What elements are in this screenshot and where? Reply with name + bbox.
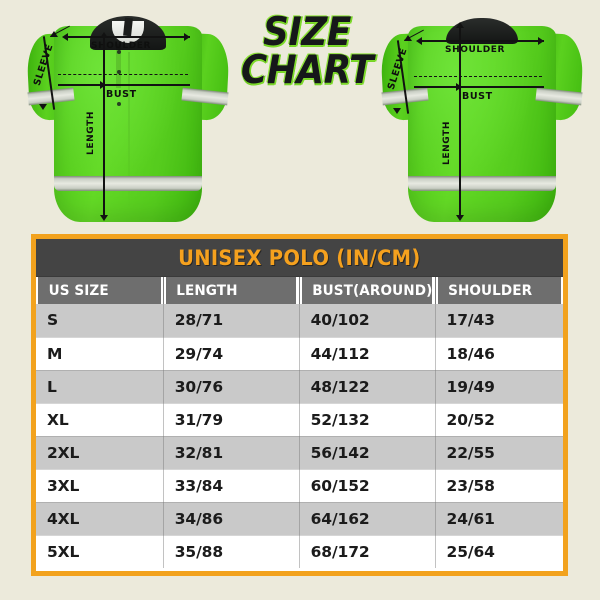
- reflective-band-hem: [408, 176, 556, 191]
- cell-length: 29/74: [163, 337, 300, 371]
- cell-length: 33/84: [163, 469, 300, 503]
- table-body: S 28/71 40/102 17/43 M 29/74 44/112 18/46 L 30/76…: [36, 304, 563, 568]
- cell-us-size: S: [36, 304, 164, 338]
- shirt-torso: [54, 26, 202, 222]
- polo-shirt-front-view: SHOULDER BUST LENGTH SLEEVE: [25, 8, 231, 226]
- button-placket: [116, 44, 121, 88]
- cell-us-size: M: [36, 337, 164, 371]
- size-chart-table: US SIZE LENGTH BUST(AROUND) SHOULDER S 28…: [36, 277, 563, 568]
- cell-shoulder: 19/49: [435, 370, 563, 404]
- table-row: XL 31/79 52/132 20/52: [36, 403, 563, 437]
- cell-shoulder: 17/43: [435, 304, 563, 338]
- table-row: S 28/71 40/102 17/43: [36, 304, 563, 338]
- table-row: 3XL 33/84 60/152 23/58: [36, 469, 563, 503]
- column-header-us-size: US SIZE: [37, 277, 162, 304]
- polo-shirt-back-view: SHOULDER BUST LENGTH SLEEVE: [379, 8, 585, 226]
- table-header-row: US SIZE LENGTH BUST(AROUND) SHOULDER: [36, 277, 563, 304]
- collar-outer: [446, 18, 518, 44]
- cell-us-size: 2XL: [36, 436, 164, 470]
- size-chart-table-container: UNISEX POLO (IN/CM) US SIZE LENGTH BUST(…: [31, 234, 568, 576]
- cell-length: 31/79: [163, 403, 300, 437]
- cell-bust: 64/162: [299, 502, 436, 536]
- reflective-band-hem: [54, 176, 202, 191]
- button-dot: [117, 50, 121, 54]
- page-title-line-1: SIZE: [263, 10, 351, 55]
- center-crease: [128, 52, 130, 212]
- column-header-length: LENGTH: [165, 277, 298, 304]
- cell-us-size: XL: [36, 403, 164, 437]
- button-dot: [117, 102, 121, 106]
- page-title: SIZE CHART: [229, 13, 385, 93]
- cell-shoulder: 20/52: [435, 403, 563, 437]
- cell-us-size: 4XL: [36, 502, 164, 536]
- cell-bust: 52/132: [299, 403, 436, 437]
- table-header: US SIZE LENGTH BUST(AROUND) SHOULDER: [36, 277, 563, 304]
- page-title-line-2: CHART: [240, 47, 374, 93]
- table-row: 2XL 32/81 56/142 22/55: [36, 436, 563, 470]
- button-dot: [117, 70, 121, 74]
- table-row: L 30/76 48/122 19/49: [36, 370, 563, 404]
- cell-us-size: 5XL: [36, 535, 164, 568]
- cell-length: 35/88: [163, 535, 300, 568]
- cell-bust: 40/102: [299, 304, 436, 338]
- cell-shoulder: 18/46: [435, 337, 563, 371]
- cell-bust: 44/112: [299, 337, 436, 371]
- cell-us-size: 3XL: [36, 469, 164, 503]
- cell-us-size: L: [36, 370, 164, 404]
- cell-bust: 68/172: [299, 535, 436, 568]
- table-title-text: UNISEX POLO (IN/CM): [178, 245, 421, 270]
- cell-length: 28/71: [163, 304, 300, 338]
- garment-illustration-area: SIZE CHART SHOULDER: [0, 0, 600, 232]
- table-row: 5XL 35/88 68/172 25/64: [36, 535, 563, 568]
- cell-length: 32/81: [163, 436, 300, 470]
- column-header-shoulder: SHOULDER: [436, 277, 562, 304]
- cell-shoulder: 24/61: [435, 502, 563, 536]
- cell-shoulder: 25/64: [435, 535, 563, 568]
- table-title-bar: UNISEX POLO (IN/CM): [36, 239, 563, 277]
- shirt-torso: [408, 26, 556, 222]
- cell-length: 34/86: [163, 502, 300, 536]
- cell-shoulder: 23/58: [435, 469, 563, 503]
- table-row: M 29/74 44/112 18/46: [36, 337, 563, 371]
- cell-shoulder: 22/55: [435, 436, 563, 470]
- cell-length: 30/76: [163, 370, 300, 404]
- cell-bust: 48/122: [299, 370, 436, 404]
- shirt-collar: [446, 18, 518, 44]
- shirt-collar: [90, 16, 166, 50]
- cell-bust: 60/152: [299, 469, 436, 503]
- cell-bust: 56/142: [299, 436, 436, 470]
- table-row: 4XL 34/86 64/162 24/61: [36, 502, 563, 536]
- column-header-bust: BUST(AROUND): [301, 277, 434, 304]
